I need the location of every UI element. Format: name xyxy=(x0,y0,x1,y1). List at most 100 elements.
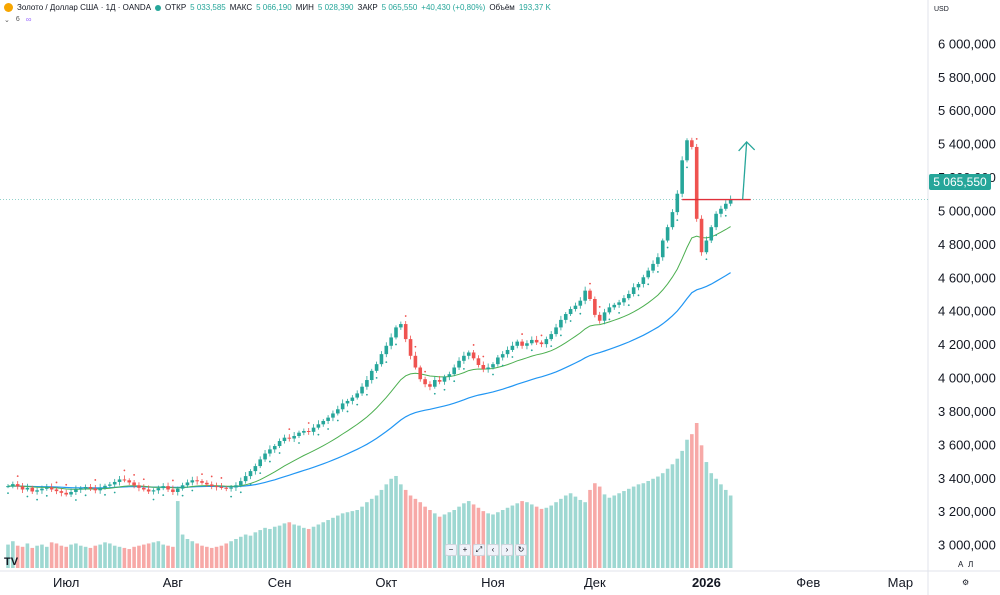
volume-bar xyxy=(433,513,437,568)
candle-body xyxy=(515,341,520,346)
volume-bar xyxy=(520,501,524,568)
candle-body xyxy=(374,364,379,371)
y-tick-label: 4 800,000 xyxy=(938,237,996,252)
sar-dot xyxy=(104,493,106,496)
candle-body xyxy=(641,277,646,284)
tradingview-logo: TV xyxy=(4,556,19,568)
auto-scale-button[interactable]: A xyxy=(958,560,964,569)
candle-body xyxy=(437,380,442,382)
sar-dot xyxy=(327,428,329,430)
volume-bar xyxy=(166,545,170,568)
volume-bar xyxy=(636,484,641,568)
volume-bar xyxy=(248,535,253,568)
zoom-out-button[interactable]: − xyxy=(445,544,457,556)
candle-body xyxy=(559,319,563,328)
candle-body xyxy=(360,386,364,394)
candle-body xyxy=(597,314,602,321)
candle-body xyxy=(403,324,408,340)
volume-bar xyxy=(466,501,471,568)
candle-body xyxy=(219,486,224,488)
volume-bar xyxy=(408,495,413,568)
volume-bar xyxy=(185,539,190,568)
candle-body xyxy=(88,486,93,489)
indicator-link-icon[interactable]: ∞ xyxy=(25,15,32,24)
candle-body xyxy=(563,314,568,320)
candle-body xyxy=(64,492,68,495)
volume-bar xyxy=(394,475,398,568)
volume-bar xyxy=(612,495,617,568)
candle-body xyxy=(175,488,180,492)
candle-body xyxy=(510,345,515,350)
candle-body xyxy=(209,484,214,487)
volume-bar xyxy=(331,517,335,568)
candle-body xyxy=(466,352,471,356)
zoom-in-button[interactable]: + xyxy=(459,544,471,556)
candle-body xyxy=(248,471,253,477)
sar-dot xyxy=(530,349,533,352)
candle-body xyxy=(408,339,413,356)
candle-body xyxy=(292,436,296,439)
log-scale-button[interactable]: Л xyxy=(968,560,974,569)
volume-bar xyxy=(15,545,20,568)
y-tick-label: 3 000,000 xyxy=(938,538,996,553)
candle-body xyxy=(704,240,709,253)
symbol-title[interactable]: Золото / Доллар США · 1Д · OANDA xyxy=(17,3,152,12)
candle-body xyxy=(418,367,423,380)
scroll-left-button[interactable]: ‹ xyxy=(487,544,499,556)
candle-body xyxy=(665,227,670,241)
candle-body xyxy=(40,488,44,491)
volume-bar xyxy=(316,524,321,568)
scroll-right-button[interactable]: › xyxy=(501,544,513,556)
collapse-icon[interactable]: ⌄ xyxy=(4,16,10,24)
market-status-icon xyxy=(155,4,162,11)
volume-bar xyxy=(462,503,466,568)
volume-bar xyxy=(544,507,549,568)
candle-body xyxy=(530,339,534,344)
volume-bar xyxy=(665,468,670,568)
settings-icon[interactable]: ⚙ xyxy=(962,578,970,587)
volume-bar xyxy=(719,484,723,568)
sar-dot xyxy=(172,479,174,482)
sar-dot xyxy=(288,428,291,431)
sar-dot xyxy=(210,475,213,478)
volume-bar xyxy=(418,502,423,568)
volume-bar xyxy=(195,543,199,568)
candle-body xyxy=(142,487,146,490)
sar-dot xyxy=(84,494,87,497)
sar-dot xyxy=(356,403,359,406)
volume-bar xyxy=(714,478,718,568)
candle-body xyxy=(205,482,209,485)
sar-dot xyxy=(695,138,698,140)
candle-body xyxy=(180,485,185,489)
candle-body xyxy=(287,437,292,439)
volume-bar xyxy=(59,545,64,568)
fit-button[interactable]: ⤢ xyxy=(473,544,485,556)
volume-bar xyxy=(209,547,214,568)
volume-bar xyxy=(607,497,612,568)
y-tick-label: 4 600,000 xyxy=(938,270,996,285)
sar-dot xyxy=(676,219,679,222)
currency-label[interactable]: USD xyxy=(934,6,949,13)
y-tick-label: 3 600,000 xyxy=(938,437,996,452)
candle-body xyxy=(156,488,161,491)
sar-dot xyxy=(317,433,320,436)
candle-body xyxy=(253,466,258,472)
candle-body xyxy=(413,355,418,368)
sar-dot xyxy=(715,234,717,237)
candle-body xyxy=(340,403,345,410)
reset-button[interactable]: ↻ xyxy=(515,544,527,556)
volume-bar xyxy=(40,544,44,568)
volume-bar xyxy=(704,462,709,568)
volume-bar xyxy=(54,543,59,568)
volume-bar xyxy=(694,423,699,568)
volume-bar xyxy=(35,545,39,568)
volume-bar xyxy=(151,542,156,568)
candle-body xyxy=(78,488,83,490)
indicators-count[interactable]: 6 xyxy=(15,16,20,23)
sar-dot xyxy=(433,392,436,395)
high-value: 5 066,190 xyxy=(256,3,292,12)
sar-dot xyxy=(269,460,271,463)
candle-body xyxy=(74,489,78,492)
candle-body xyxy=(588,290,592,299)
